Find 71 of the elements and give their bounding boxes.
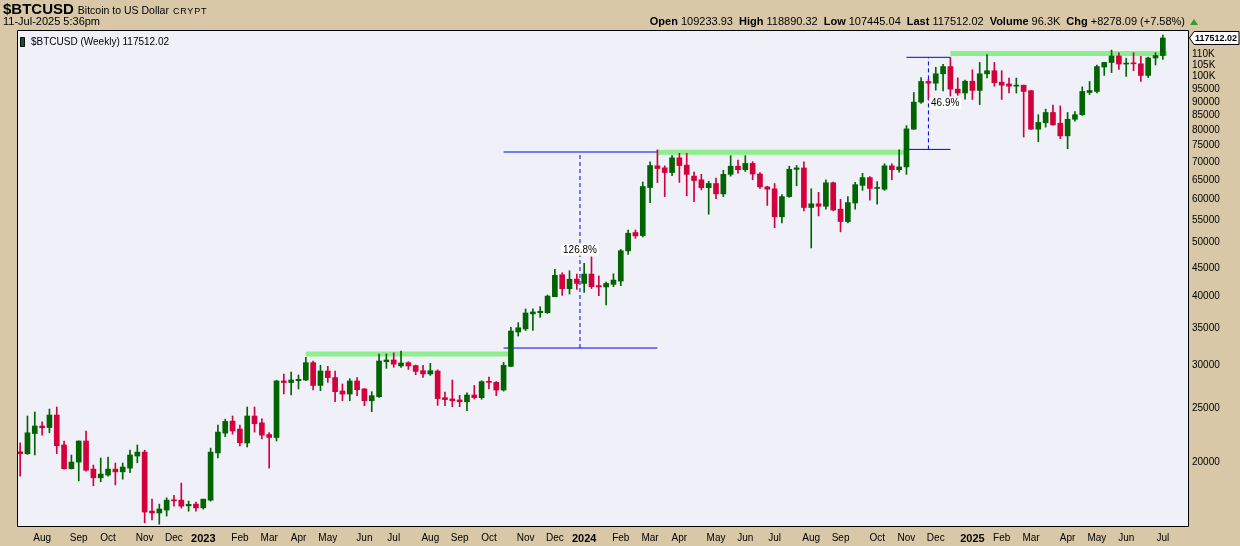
y-tick-label: 35000 — [1192, 321, 1221, 333]
y-tick-label: 25000 — [1192, 402, 1221, 414]
text: High 118890.32 — [738, 15, 818, 28]
y-tick-label: 40000 — [1192, 289, 1221, 301]
legend-label: $BTCUSD (Weekly) 117512.02 — [31, 35, 170, 47]
text: Chg +8278.09 (+7.58%) — [1066, 15, 1185, 28]
x-tick-label: Sep — [450, 531, 469, 543]
x-tick-label: Jul — [387, 531, 401, 543]
text: Open 109233.93 — [649, 15, 733, 28]
x-tick-label: Sep — [69, 531, 89, 543]
x-tick-label: Dec — [165, 531, 183, 543]
y-tick-label: 45000 — [1192, 261, 1221, 273]
annotation: 46.9% — [931, 97, 960, 109]
x-tick-label: Jul — [768, 531, 782, 543]
y-tick-label: 50000 — [1192, 236, 1221, 248]
y-tick-label: 70000 — [1192, 155, 1221, 167]
text: 117512.02 — [1195, 32, 1238, 43]
x-tick-label: Mar — [641, 531, 660, 543]
candlestick — [1028, 90, 1034, 130]
y-tick-label: 80000 — [1192, 123, 1221, 135]
x-tick-label: Sep — [831, 531, 850, 543]
x-tick-label: Nov — [516, 531, 535, 543]
text: Low 107445.04 — [823, 15, 901, 28]
x-tick-label: Aug — [802, 531, 821, 543]
x-tick-label: Apr — [1059, 531, 1077, 543]
text: 11-Jul-2025 5:36pm — [3, 15, 101, 28]
x-tick-label: Jun — [1118, 531, 1135, 543]
y-tick-label: 110K — [1192, 47, 1215, 59]
x-tick-label: May — [318, 531, 338, 543]
y-tick-label: 95000 — [1192, 82, 1221, 94]
text: Volume 96.3K — [989, 15, 1061, 28]
y-tick-label: 60000 — [1192, 192, 1221, 204]
y-tick-label: 75000 — [1192, 139, 1221, 151]
y-tick-label: 85000 — [1192, 109, 1221, 121]
x-tick-label: May — [1087, 531, 1107, 543]
y-tick-label: 105K — [1192, 58, 1216, 70]
annotation: 126.8% — [563, 243, 598, 255]
x-tick-label: Nov — [897, 531, 916, 543]
x-tick-label: 2023 — [191, 531, 216, 544]
x-tick-label: Jun — [737, 531, 754, 543]
y-tick-label: 20000 — [1192, 455, 1221, 467]
y-tick-label: 55000 — [1192, 213, 1221, 225]
x-tick-label: Oct — [100, 531, 117, 543]
text: 117512.02 — [932, 15, 984, 27]
y-tick-label: 65000 — [1192, 173, 1221, 185]
chart-title: $BTCUSD — [3, 0, 74, 17]
x-tick-label: Feb — [231, 531, 249, 543]
x-tick-label: Aug — [33, 531, 52, 543]
x-tick-label: May — [706, 531, 726, 543]
x-tick-label: Mar — [260, 531, 279, 543]
x-tick-label: Aug — [421, 531, 440, 543]
text: Last — [906, 15, 930, 27]
x-tick-label: Apr — [290, 531, 307, 543]
x-tick-label: 2024 — [571, 531, 598, 544]
x-tick-label: Dec — [545, 531, 564, 543]
x-tick-label: Oct — [481, 531, 497, 543]
x-tick-label: Feb — [993, 531, 1011, 543]
x-tick-label: Jul — [1156, 531, 1170, 543]
x-tick-label: 2025 — [960, 531, 985, 544]
x-tick-label: Dec — [926, 531, 945, 543]
y-tick-label: 100K — [1192, 70, 1216, 82]
x-tick-label: Oct — [869, 531, 886, 543]
x-tick-label: Mar — [1022, 531, 1041, 543]
x-tick-label: Apr — [671, 531, 688, 543]
y-tick-label: 90000 — [1192, 95, 1221, 107]
text: CRYPT — [172, 5, 208, 18]
chart-subtitle: Bitcoin to US Dollar — [77, 3, 169, 17]
x-tick-label: Nov — [135, 531, 154, 543]
y-tick-label: 30000 — [1192, 358, 1221, 370]
x-tick-label: Jun — [356, 531, 373, 543]
x-tick-label: Feb — [612, 531, 630, 543]
